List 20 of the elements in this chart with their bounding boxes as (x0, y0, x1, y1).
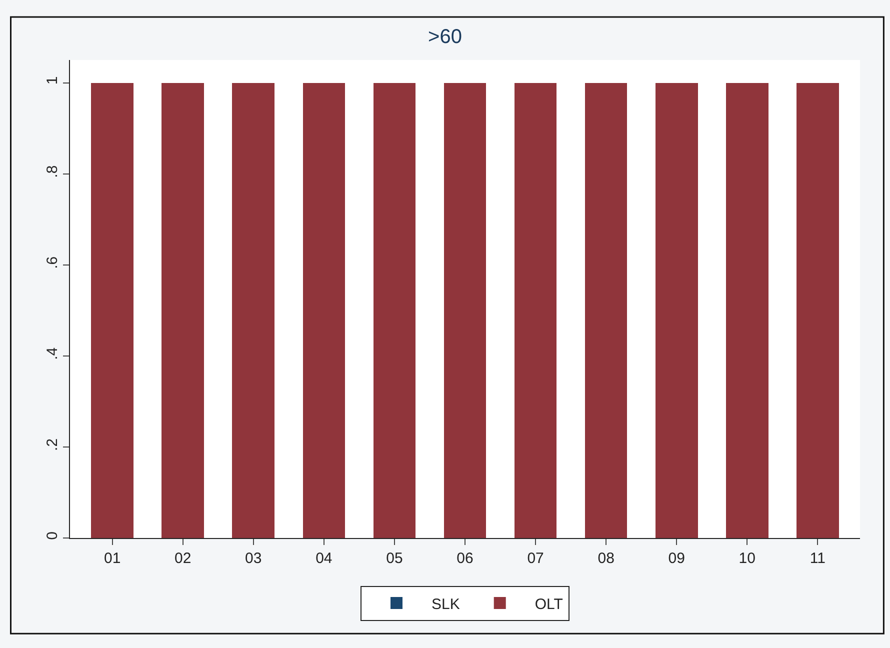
x-tick-label: 11 (810, 550, 826, 567)
legend-label: SLK (432, 596, 460, 613)
x-tick-label: 06 (456, 550, 474, 567)
x-tick-label: 01 (104, 550, 121, 567)
y-tick-label: .4 (44, 347, 61, 360)
y-tick-label: 0 (44, 532, 61, 540)
x-tick-label: 02 (174, 550, 192, 567)
y-tick-label: .6 (44, 256, 61, 269)
x-tick-label: 07 (527, 550, 544, 567)
x-tick-label: 04 (316, 550, 332, 567)
x-tick-label: 09 (668, 550, 685, 567)
x-tick-label: 03 (245, 550, 262, 567)
x-tick-label: 10 (738, 550, 756, 567)
x-tick-label: 05 (386, 550, 403, 567)
legend-label: OLT (534, 596, 563, 613)
y-tick-label: 1 (44, 76, 61, 85)
y-tick-label: .2 (44, 438, 61, 451)
x-tick-label: 08 (598, 550, 614, 567)
y-tick-label: .8 (44, 165, 61, 178)
chart-title: >60 (428, 26, 462, 48)
